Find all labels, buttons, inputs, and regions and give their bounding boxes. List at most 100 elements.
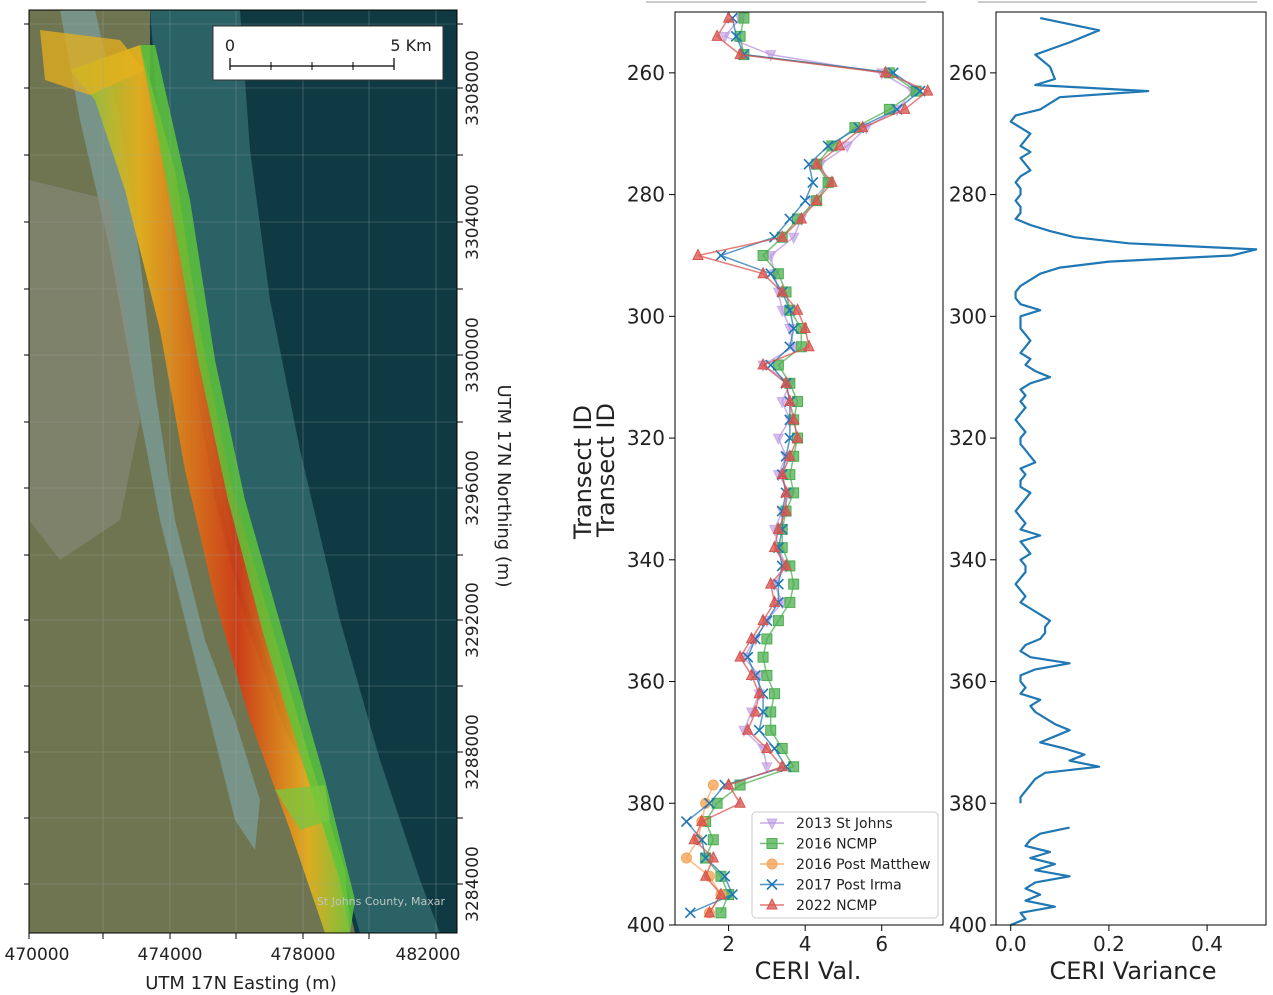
scale-bar-box bbox=[212, 25, 444, 81]
y-tick-label: 300 bbox=[627, 304, 665, 328]
y-tick-label: 260 bbox=[627, 61, 665, 85]
map-grid bbox=[29, 10, 457, 933]
data-point bbox=[699, 869, 712, 881]
x-tick-label: 6 bbox=[875, 932, 888, 956]
data-point bbox=[772, 359, 784, 371]
map-x-axis-label: UTM 17N Easting (m) bbox=[145, 973, 337, 994]
data-point bbox=[768, 595, 781, 607]
y-tick-label: 280 bbox=[627, 183, 665, 207]
data-point bbox=[695, 814, 708, 827]
data-point bbox=[788, 761, 800, 773]
data-point bbox=[791, 430, 804, 443]
satellite-image bbox=[29, 10, 457, 933]
scale-bar-end: 5 Km bbox=[390, 36, 431, 55]
data-point bbox=[692, 248, 704, 260]
data-point bbox=[761, 762, 773, 774]
legend-marker bbox=[766, 818, 778, 831]
data-point bbox=[921, 84, 934, 96]
data-point bbox=[719, 870, 731, 882]
data-point bbox=[788, 578, 800, 590]
data-point bbox=[761, 633, 773, 645]
scale-bar-start: 0 bbox=[225, 36, 235, 55]
data-point bbox=[795, 211, 808, 224]
map-x-tick-label: 474000 bbox=[138, 945, 203, 965]
data-point bbox=[772, 268, 784, 280]
ceri-variance-plot: 260 280 300 320 340 360 380 400 0.0 0.2 0.4 bbox=[949, 12, 1266, 956]
data-point bbox=[734, 796, 746, 808]
data-point bbox=[761, 669, 773, 681]
map-x-tick-labels: 470000 474000 478000 482000 bbox=[5, 945, 461, 965]
ceri-variance-x-axis-label: CERI Variance bbox=[1050, 957, 1217, 985]
data-point bbox=[680, 852, 692, 864]
data-point bbox=[707, 834, 719, 846]
data-point bbox=[715, 249, 727, 262]
map-y-tick-label: 3288000 bbox=[463, 714, 483, 790]
data-point bbox=[833, 138, 846, 151]
legend-marker bbox=[766, 897, 778, 910]
y-tick-label: 380 bbox=[627, 791, 665, 815]
data-point bbox=[715, 870, 727, 882]
legend-item: 2013 St Johns bbox=[760, 816, 893, 832]
data-point bbox=[784, 213, 796, 225]
data-point bbox=[826, 175, 838, 187]
data-point bbox=[772, 615, 784, 627]
data-point bbox=[745, 668, 758, 680]
map-y-tick-label: 3284000 bbox=[463, 846, 483, 922]
data-point bbox=[738, 12, 750, 24]
y-tick-label: 400 bbox=[627, 913, 665, 937]
data-point bbox=[784, 394, 796, 407]
data-point bbox=[718, 31, 731, 44]
plot-background bbox=[996, 12, 1266, 925]
data-point bbox=[898, 102, 911, 114]
data-point bbox=[715, 907, 727, 919]
data-point bbox=[734, 47, 746, 60]
legend-marker bbox=[766, 878, 778, 891]
map-y-tick-label: 3296000 bbox=[463, 450, 483, 526]
data-point bbox=[684, 907, 696, 919]
data-point bbox=[780, 558, 792, 571]
map-x-tick-label: 482000 bbox=[396, 945, 461, 965]
legend-item: 2016 Post Matthew bbox=[760, 857, 930, 873]
y-tick-label: 300 bbox=[949, 304, 987, 328]
data-point bbox=[788, 322, 800, 335]
map-y-tick-label: 3308000 bbox=[463, 50, 483, 126]
data-point bbox=[772, 433, 785, 446]
data-point bbox=[787, 232, 800, 245]
data-point bbox=[803, 339, 815, 352]
data-point bbox=[700, 797, 712, 809]
data-point bbox=[734, 650, 746, 662]
map-panel: 0 5 Km St Johns County, Maxar 470000 4740… bbox=[5, 9, 514, 994]
x-tick-label: 0.2 bbox=[1093, 932, 1125, 956]
ceri-value-y-axis-label-shadow: Transect ID bbox=[569, 405, 597, 540]
data-point bbox=[753, 686, 766, 699]
data-point bbox=[707, 850, 720, 863]
map-y-tick-labels: 3308000 3304000 3300000 3296000 3292000 32880… bbox=[463, 50, 483, 922]
data-point bbox=[765, 706, 777, 718]
y-tick-label: 340 bbox=[949, 548, 987, 572]
variance-line bbox=[1010, 826, 1071, 927]
data-point bbox=[730, 30, 742, 42]
data-point bbox=[780, 485, 792, 498]
x-tick-label: 2 bbox=[722, 932, 735, 956]
data-point bbox=[810, 193, 823, 206]
x-tick-label: 0.4 bbox=[1191, 932, 1223, 956]
beach-ceri-band bbox=[70, 45, 350, 933]
data-point bbox=[841, 141, 854, 154]
data-point bbox=[711, 29, 723, 41]
data-point bbox=[776, 230, 789, 242]
data-point bbox=[776, 742, 788, 754]
y-tick-label: 400 bbox=[949, 913, 987, 937]
data-point bbox=[726, 889, 738, 901]
data-point bbox=[680, 815, 693, 828]
data-point bbox=[883, 103, 895, 115]
data-point bbox=[776, 467, 789, 480]
ceri-value-x-axis-label: CERI Val. bbox=[755, 957, 862, 985]
data-point bbox=[715, 887, 727, 900]
y-tick-label: 280 bbox=[949, 183, 987, 207]
data-point bbox=[749, 704, 762, 717]
legend: 2013 St Johns 2016 NCMP 2016 Post Matthew 2… bbox=[751, 811, 939, 919]
data-point bbox=[741, 723, 754, 735]
data-point bbox=[757, 357, 769, 370]
data-point bbox=[753, 724, 765, 736]
